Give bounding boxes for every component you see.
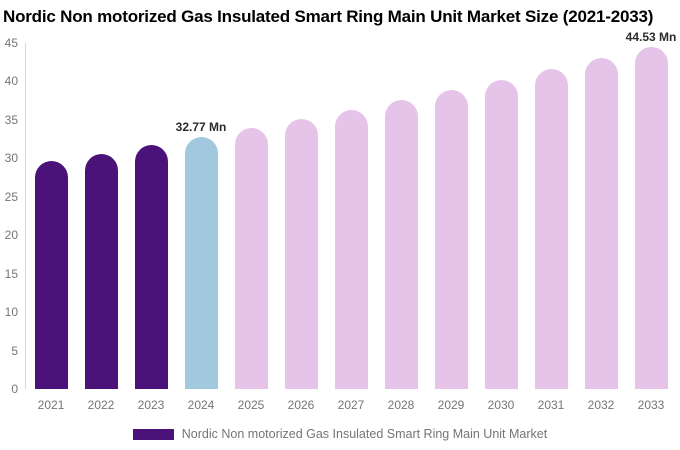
- y-tick-label-40: 40: [4, 74, 18, 89]
- y-tick-label-15: 15: [4, 266, 18, 281]
- x-tick-label-2021: 2021: [37, 398, 65, 412]
- y-tick-label-20: 20: [4, 228, 18, 243]
- bar-2033[interactable]: [634, 46, 668, 389]
- y-tick-label-0: 0: [11, 382, 18, 396]
- x-tick-label-2032: 2032: [587, 398, 615, 412]
- bar-2025[interactable]: [234, 128, 268, 389]
- x-tick-label-2030: 2030: [487, 398, 515, 412]
- legend-item-market-series[interactable]: Nordic Non motorized Gas Insulated Smart…: [132, 427, 548, 441]
- bar-2022[interactable]: [84, 153, 118, 389]
- legend-swatch: [132, 428, 174, 440]
- y-tick-label-30: 30: [4, 151, 18, 166]
- x-tick-label-2027: 2027: [337, 398, 365, 412]
- y-axis-line: [25, 43, 26, 389]
- bar-2024[interactable]: [184, 137, 218, 389]
- y-tick-label-5: 5: [11, 343, 18, 358]
- x-tick-label-2025: 2025: [237, 398, 265, 412]
- value-label-2033: 44.53 Mn: [625, 29, 677, 44]
- bar-2028[interactable]: [384, 100, 418, 389]
- x-tick-label-2028: 2028: [387, 398, 415, 412]
- bar-2029[interactable]: [434, 90, 468, 389]
- bar-2030[interactable]: [484, 79, 518, 389]
- x-tick-label-2026: 2026: [287, 398, 315, 412]
- bar-2021[interactable]: [34, 161, 68, 389]
- bar-2032[interactable]: [584, 58, 618, 389]
- x-tick-label-2029: 2029: [437, 398, 465, 412]
- y-tick-label-10: 10: [4, 305, 18, 320]
- y-tick-label-25: 25: [4, 189, 18, 204]
- bar-2031[interactable]: [534, 69, 568, 389]
- y-tick-label-35: 35: [4, 112, 18, 127]
- x-tick-label-2022: 2022: [87, 398, 115, 412]
- x-tick-label-2033: 2033: [637, 398, 665, 412]
- bar-2027[interactable]: [334, 109, 368, 389]
- legend-label: Nordic Non motorized Gas Insulated Smart…: [181, 427, 548, 441]
- bar-2023[interactable]: [134, 145, 168, 389]
- value-label-2024: 32.77 Mn: [175, 120, 227, 135]
- y-tick-label-45: 45: [4, 36, 18, 50]
- x-tick-label-2023: 2023: [137, 398, 165, 412]
- x-tick-label-2031: 2031: [537, 398, 565, 412]
- legend: Nordic Non motorized Gas Insulated Smart…: [0, 425, 680, 443]
- chart-title: Nordic Non motorized Gas Insulated Smart…: [3, 7, 654, 26]
- bar-2026[interactable]: [284, 119, 318, 389]
- x-tick-label-2024: 2024: [187, 398, 215, 412]
